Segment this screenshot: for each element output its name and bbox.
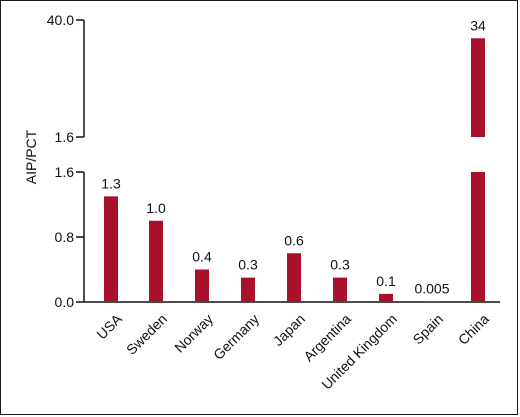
y-tick-label: 1.6 <box>55 164 75 180</box>
y-tick-label: 1.6 <box>55 129 75 145</box>
bar <box>287 253 301 302</box>
bars <box>104 38 485 302</box>
data-label: 1.0 <box>146 200 166 216</box>
y-tick-label: 0.0 <box>55 294 75 310</box>
data-label: 34 <box>470 17 486 33</box>
y-axis-label: AIP/PCT <box>23 129 39 184</box>
bar <box>333 277 347 302</box>
data-label: 0.3 <box>238 257 258 273</box>
bar-upper-segment <box>471 38 485 137</box>
data-label: 0.3 <box>330 257 350 273</box>
x-tick-label: China <box>455 311 492 348</box>
bar <box>471 172 485 302</box>
x-tick-label: Spain <box>409 311 446 348</box>
bar <box>379 293 393 302</box>
data-label: 0.005 <box>414 281 449 297</box>
data-label: 0.6 <box>284 232 304 248</box>
x-tick-label: Germany <box>210 311 262 363</box>
x-tick-label: USA <box>93 310 125 342</box>
bar <box>104 196 118 302</box>
y-tick-label: 0.8 <box>55 229 75 245</box>
x-tick-label: Sweden <box>123 311 170 358</box>
x-tick-label: Norway <box>171 311 216 356</box>
y-tick-label: 40.0 <box>47 12 74 28</box>
data-label: 0.1 <box>376 273 396 289</box>
bar <box>241 277 255 302</box>
bar <box>149 220 163 302</box>
bar <box>195 269 209 302</box>
data-label: 1.3 <box>101 175 121 191</box>
data-label: 0.4 <box>192 249 212 265</box>
x-tick-label: Japan <box>270 311 308 349</box>
